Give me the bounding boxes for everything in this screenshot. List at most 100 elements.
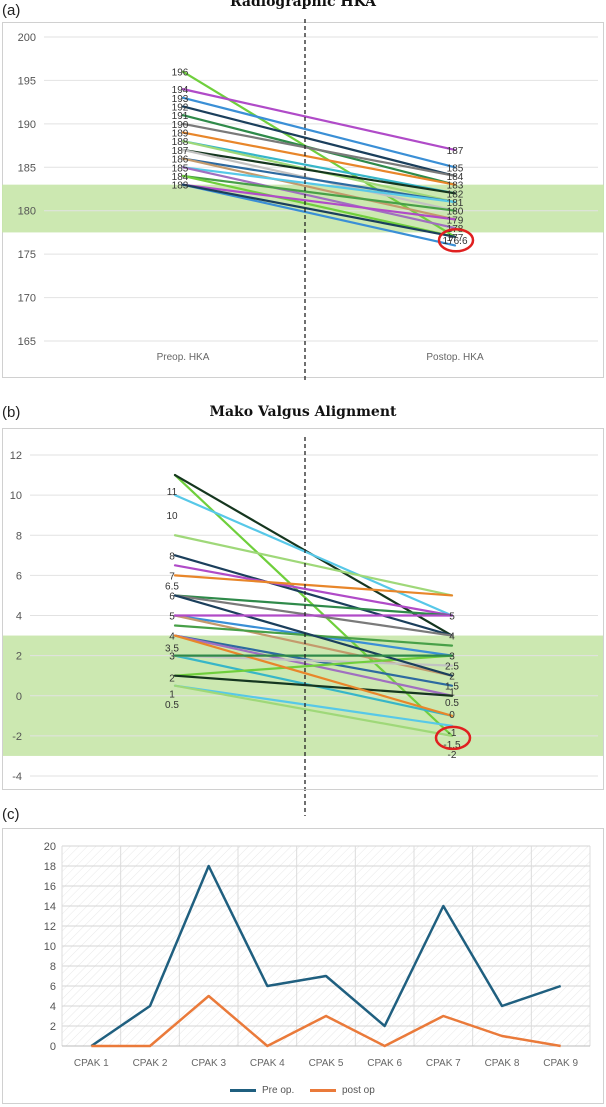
post-value-label-b-5: 1.5: [445, 682, 459, 693]
legend-label-post: post op: [342, 1085, 375, 1096]
y-tick-label-c-10: 20: [44, 841, 56, 853]
category-label-c-5: CPAK 6: [367, 1058, 402, 1069]
series-line-b-16: [173, 654, 454, 677]
y-tick-label-a-4: 185: [18, 162, 36, 174]
series-line-a-2: [181, 96, 457, 169]
series-line-a-15: [181, 174, 457, 212]
y-tick-label-b-5: 6: [16, 570, 22, 582]
pre-value-label-a-5: 190: [172, 120, 189, 131]
legend-post-op: post op: [310, 1085, 375, 1096]
panel-label-a: (a): [2, 2, 21, 19]
pre-value-label-b-7: 4: [169, 632, 175, 643]
post-value-label-a-10: 176.6: [442, 236, 467, 247]
chart-frame-c: [2, 828, 604, 1104]
legend-swatch-pre: [230, 1089, 256, 1092]
post-value-label-b-7: 0.5: [445, 698, 459, 709]
legend-pre-op: Pre op.: [230, 1085, 294, 1096]
y-tick-label-c-6: 12: [44, 921, 56, 933]
y-tick-label-a-3: 180: [18, 206, 36, 218]
pre-value-label-a-6: 189: [172, 129, 189, 140]
post-value-label-b-11: -2: [448, 750, 457, 761]
y-tick-label-c-5: 10: [44, 941, 56, 953]
pre-value-label-b-6: 5: [169, 612, 175, 623]
series-line-b-5: [173, 564, 454, 617]
series-line-b-10: [173, 614, 454, 677]
highlight-circle-b: [434, 725, 472, 751]
post-value-label-a-7: 179: [447, 215, 464, 226]
pre-value-label-b-12: 0.5: [165, 700, 179, 711]
y-tick-label-a-5: 190: [18, 119, 36, 131]
y-tick-label-b-6: 8: [16, 530, 22, 542]
series-line-b-4: [173, 554, 454, 637]
post-value-label-b-1: 4: [449, 632, 455, 643]
category-label-c-7: CPAK 8: [485, 1058, 520, 1069]
legend-swatch-post: [310, 1089, 336, 1092]
category-label-c-8: CPAK 9: [543, 1058, 578, 1069]
category-label-c-3: CPAK 4: [250, 1058, 285, 1069]
post-value-label-b-2: 3: [449, 652, 455, 663]
series-line-b-18: [173, 684, 454, 727]
pre-value-label-a-8: 187: [172, 146, 189, 157]
y-tick-label-c-4: 8: [50, 961, 56, 973]
pre-value-label-a-10: 185: [172, 163, 189, 174]
pre-value-label-b-2: 8: [169, 551, 175, 562]
series-line-a-1: [181, 88, 457, 152]
post-value-label-b-9: -1: [448, 728, 457, 739]
y-tick-label-a-2: 175: [18, 249, 36, 261]
chart-title-b: Mako Valgus Alignment: [209, 404, 397, 420]
post-value-label-a-9: 177: [447, 233, 464, 244]
panel-label-b: (b): [2, 404, 21, 421]
pre-value-label-b-3: 7: [169, 571, 175, 582]
post-value-label-b-4: 2: [449, 672, 455, 683]
series-line-b-19: [173, 684, 454, 737]
series-line-b-17: [173, 674, 454, 697]
series-line-b-15: [173, 654, 454, 667]
pre-value-label-a-9: 186: [172, 155, 189, 166]
category-label-c-4: CPAK 5: [309, 1058, 344, 1069]
y-tick-label-b-7: 10: [10, 490, 22, 502]
pre-value-label-a-7: 188: [172, 137, 189, 148]
series-line-b-7: [173, 594, 454, 617]
panel-label-c: (c): [2, 806, 20, 823]
post-value-label-a-4: 182: [447, 189, 464, 200]
y-tick-label-a-6: 195: [18, 75, 36, 87]
y-tick-label-b-3: 2: [16, 651, 22, 663]
y-tick-label-c-7: 14: [44, 901, 56, 913]
y-tick-label-b-8: 12: [10, 450, 22, 462]
y-tick-label-c-2: 4: [50, 1001, 56, 1013]
y-tick-label-a-7: 200: [18, 32, 36, 44]
post-value-label-b-8: 0: [449, 710, 455, 721]
pre-value-label-b-4: 6.5: [165, 581, 179, 592]
series-line-a-5: [181, 122, 457, 178]
pre-value-label-a-11: 184: [172, 172, 189, 183]
category-label-c-2: CPAK 3: [191, 1058, 226, 1069]
pre-value-label-b-11: 1: [169, 690, 175, 701]
pre-value-label-b-5: 6: [169, 591, 175, 602]
series-line-b-3: [173, 534, 454, 597]
post-value-label-a-0: 187: [447, 146, 464, 157]
y-tick-label-b-1: -2: [12, 731, 22, 743]
series-line-a-17: [181, 183, 457, 221]
category-label-c-1: CPAK 2: [133, 1058, 168, 1069]
series-line-a-12: [181, 157, 457, 221]
y-tick-label-b-0: -4: [12, 771, 22, 783]
y-tick-label-c-3: 6: [50, 981, 56, 993]
highlight-circle-a: [437, 227, 475, 253]
pre-value-label-a-4: 191: [172, 111, 189, 122]
y-tick-label-c-9: 18: [44, 861, 56, 873]
category-label-c-0: CPAK 1: [74, 1058, 109, 1069]
series-line-a-19: [181, 183, 457, 238]
series-line-a-18: [181, 183, 457, 247]
post-value-label-a-3: 183: [447, 181, 464, 192]
chart-frame-b: [2, 428, 604, 790]
post-value-label-b-0: 5: [449, 612, 455, 623]
series-line-b-22: [173, 634, 454, 717]
post-value-label-a-5: 181: [447, 198, 464, 209]
series-line-b-6: [173, 574, 454, 597]
y-tick-label-a-0: 165: [18, 336, 36, 348]
pre-value-label-a-2: 193: [172, 94, 189, 105]
y-tick-label-c-0: 0: [50, 1041, 56, 1053]
pre-value-label-a-1: 194: [172, 85, 189, 96]
legend-label-pre: Pre op.: [262, 1085, 295, 1096]
